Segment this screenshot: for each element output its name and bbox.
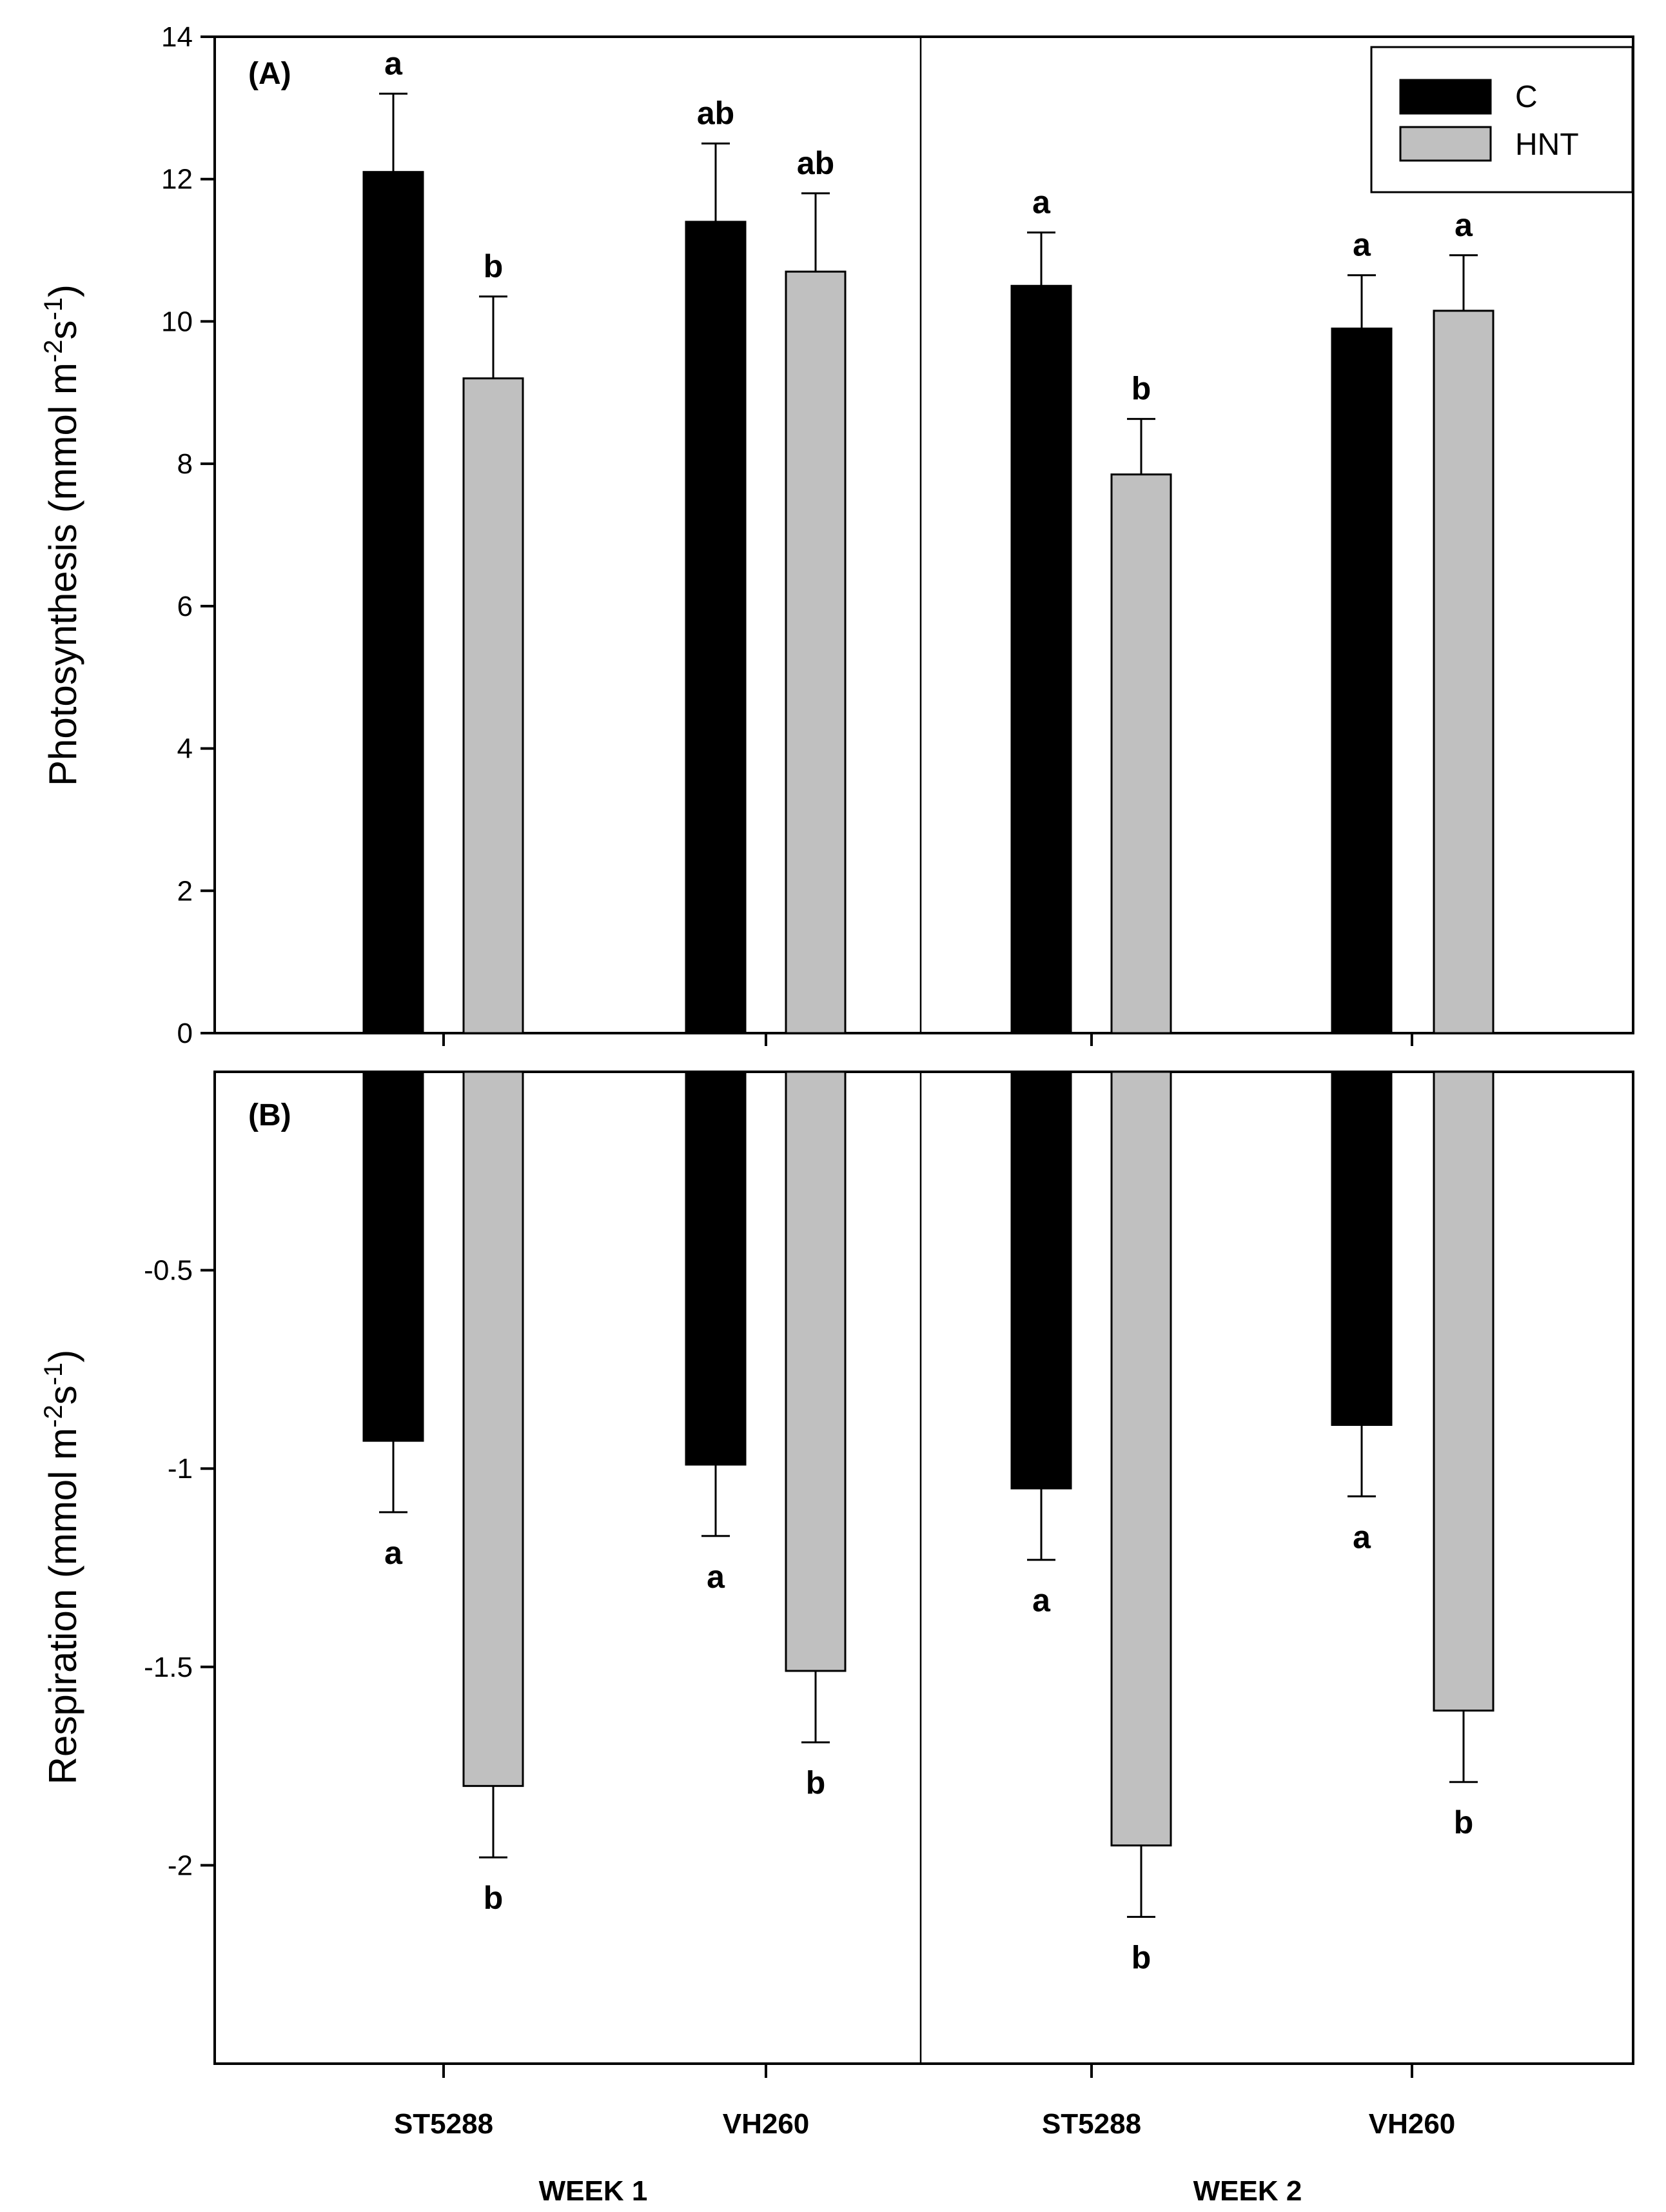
bar-hnt — [785, 270, 847, 1034]
panel-a-ylabel-end: ) — [41, 284, 84, 297]
legend-swatch-hnt — [1399, 126, 1492, 162]
significance-letter: ab — [797, 145, 834, 181]
panel-b-bars: a a a a b b b b — [362, 1071, 1494, 1975]
group-label-week-2: WEEK 2 — [1193, 2175, 1302, 2207]
bar-c — [685, 1071, 747, 1466]
x-tick-label: VH260 — [723, 2108, 810, 2140]
x-tick-label: ST5288 — [394, 2108, 493, 2140]
y-tick-label: -2 — [168, 1850, 193, 1881]
significance-letter: b — [484, 248, 504, 284]
x-tick-label: ST5288 — [1042, 2108, 1141, 2140]
significance-letter: ab — [697, 95, 734, 132]
bar-hnt — [1433, 310, 1494, 1034]
y-tick-label: 14 — [161, 21, 193, 53]
panel-a-ylabel-mid: s — [41, 321, 84, 340]
panel-b: -0.5 -1 -1.5 -2 a a a a b b b b (B) Respiration (m… — [39, 1071, 1634, 2207]
significance-letter: a — [1353, 1519, 1371, 1555]
bar-c — [1010, 284, 1072, 1034]
panel-a-label: (A) — [248, 57, 291, 91]
significance-letter: a — [384, 45, 403, 81]
bar-hnt — [1110, 1071, 1172, 1847]
significance-letter: b — [1454, 1804, 1474, 1841]
legend-box — [1370, 46, 1634, 193]
legend-swatch-c — [1399, 79, 1492, 115]
bar-c — [362, 1071, 424, 1442]
significance-letter: a — [1032, 1583, 1051, 1619]
bar-hnt — [462, 377, 524, 1034]
y-tick-label: -1.5 — [144, 1652, 193, 1683]
bar-c — [1331, 327, 1393, 1034]
bar-c — [362, 171, 424, 1034]
panel-b-ylabel-mid: s — [41, 1385, 84, 1405]
x-axis-tick-labels: ST5288 VH260 ST5288 VH260 — [394, 2108, 1455, 2140]
y-tick-label: 12 — [161, 164, 193, 195]
significance-letter: a — [1353, 227, 1371, 263]
bar-hnt — [1110, 473, 1172, 1034]
significance-letter: b — [1132, 1939, 1152, 1975]
panel-b-ylabel-main: Respiration (mmol m — [41, 1428, 84, 1784]
panel-b-ylabel-sup2: -1 — [39, 1363, 68, 1386]
bar-c — [685, 221, 747, 1034]
panel-a-ylabel-sup1: -2 — [39, 340, 68, 363]
y-tick-label: 2 — [177, 875, 193, 907]
panel-b-y-axis-title: Respiration (mmol m-2s-1) — [39, 1350, 84, 1785]
bar-hnt — [785, 1071, 847, 1672]
y-tick-label: 4 — [177, 733, 193, 765]
legend-label-hnt: HNT — [1515, 128, 1579, 162]
panel-b-y-ticks: -0.5 -1 -1.5 -2 — [144, 1255, 1413, 2078]
panel-b-ylabel-sup1: -2 — [39, 1405, 68, 1428]
bar-hnt — [1433, 1071, 1494, 1712]
bar-c — [1331, 1071, 1393, 1427]
panel-b-label: (B) — [248, 1098, 291, 1132]
bar-c — [1010, 1071, 1072, 1490]
panel-a-frame — [213, 35, 1634, 1034]
panel-a-ylabel-main: Photosynthesis (mmol m — [41, 362, 84, 786]
significance-letter: a — [707, 1559, 725, 1595]
legend: C HNT — [1370, 46, 1634, 193]
panel-b-ylabel-end: ) — [41, 1350, 84, 1363]
panel-a-y-axis-title: Photosynthesis (mmol m-2s-1) — [39, 284, 84, 786]
y-tick-label: 8 — [177, 448, 193, 480]
panel-b-frame — [213, 1071, 1634, 2065]
significance-letter: a — [384, 1535, 403, 1571]
legend-label-c: C — [1515, 80, 1538, 114]
y-tick-label: -1 — [168, 1453, 193, 1485]
group-label-week-1: WEEK 1 — [539, 2175, 648, 2207]
significance-letter: a — [1032, 184, 1051, 220]
y-tick-label: 10 — [161, 306, 193, 337]
significance-letter: b — [484, 1880, 504, 1916]
significance-letter: b — [1132, 371, 1152, 407]
x-tick-label: VH260 — [1369, 2108, 1456, 2140]
bar-hnt — [462, 1071, 524, 1787]
panel-a-ylabel-sup2: -1 — [39, 297, 68, 321]
y-tick-label: 6 — [177, 591, 193, 622]
panel-a-y-ticks: 0 2 4 6 8 10 12 14 — [161, 21, 1413, 1049]
significance-letter: a — [1455, 207, 1473, 243]
y-tick-label: 0 — [177, 1018, 193, 1049]
significance-letter: b — [806, 1765, 826, 1801]
y-tick-label: -0.5 — [144, 1255, 193, 1287]
